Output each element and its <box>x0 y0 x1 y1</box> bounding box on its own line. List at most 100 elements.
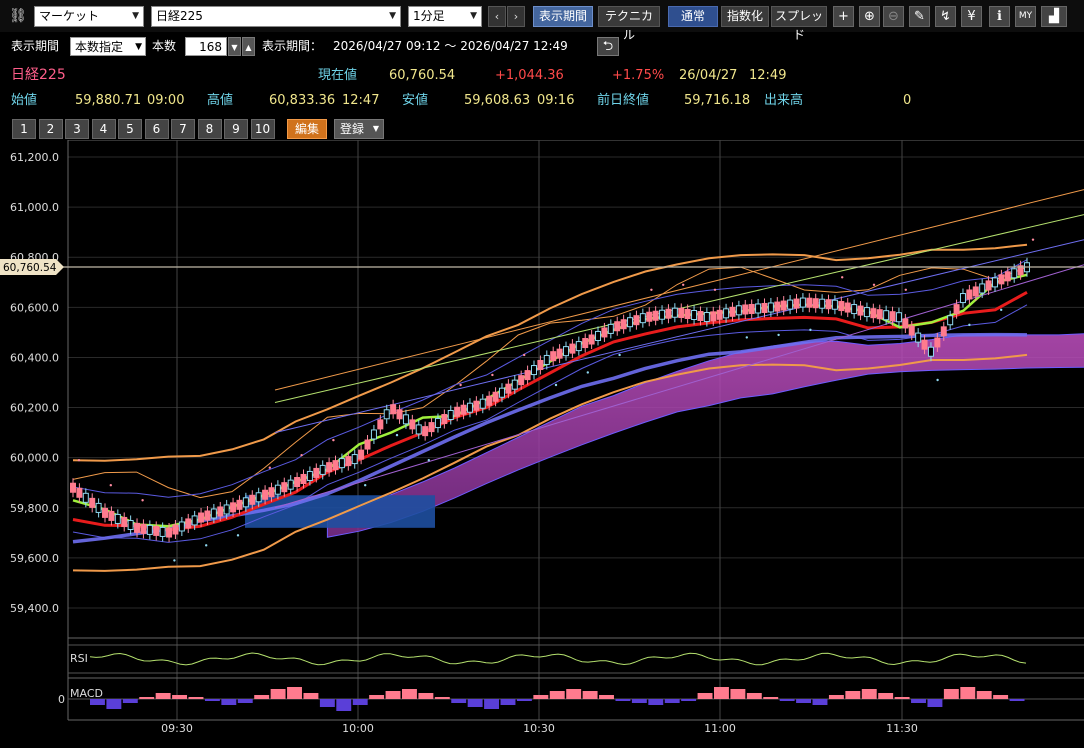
candle-body <box>620 319 627 330</box>
trend-icon[interactable]: ↯ <box>935 6 956 27</box>
candle-body <box>716 309 723 320</box>
next-button[interactable]: › <box>507 6 525 27</box>
candle-body <box>953 304 960 315</box>
candle-body <box>985 280 992 291</box>
area-chart-icon[interactable]: ▟ <box>1041 6 1067 27</box>
candle-body <box>294 477 301 488</box>
candle-body <box>767 302 774 313</box>
link-icon[interactable]: ⛓ <box>9 8 27 24</box>
candle-body <box>434 418 441 429</box>
high-time: 12:47 <box>342 93 380 108</box>
sar-dot <box>459 383 462 387</box>
candle-body <box>895 312 902 323</box>
price-chart[interactable]: 61,200.061,000.060,800.060,600.060,400.0… <box>0 140 1084 748</box>
candle-body <box>1017 265 1024 276</box>
sar-dot <box>586 371 589 374</box>
candle-body <box>908 325 915 336</box>
count-increment-button[interactable]: ▲ <box>242 37 255 56</box>
candle-body <box>556 348 563 359</box>
candle-body <box>729 306 736 317</box>
candle-body <box>601 327 608 338</box>
y-tick-label: 61,200.0 <box>10 151 59 164</box>
period-button[interactable]: 表示期間 <box>533 6 593 27</box>
count-decrement-button[interactable]: ▼ <box>228 37 241 56</box>
candle-body <box>819 298 826 309</box>
zoom-in-icon[interactable]: ⊕ <box>859 6 880 27</box>
macd-bar <box>845 691 861 699</box>
candle-body <box>627 317 634 328</box>
macd-panel: MACD 0 <box>58 677 1084 711</box>
macd-bar <box>418 693 434 699</box>
crosshair-icon[interactable]: + <box>833 6 854 27</box>
chart-tab-2[interactable]: 2 <box>38 119 63 139</box>
prev-close-value: 59,716.18 <box>684 93 751 108</box>
rsi-panel: RSI <box>68 637 1084 674</box>
chart-tab-10[interactable]: 10 <box>250 119 275 139</box>
candle-body <box>492 391 499 402</box>
candle-body <box>588 334 595 345</box>
interval-select[interactable]: 1分足 ▼ <box>408 6 482 27</box>
candle-body <box>242 497 249 508</box>
sar-dot <box>1031 238 1035 241</box>
yen-icon[interactable]: ¥ <box>961 6 982 27</box>
candle-body <box>902 318 909 329</box>
candle-body <box>383 409 390 420</box>
macd-bar <box>664 699 680 703</box>
normal-button[interactable]: 通常 <box>668 6 718 27</box>
chevron-right-icon: › <box>513 10 519 23</box>
chevron-down-icon: ▼ <box>389 11 396 21</box>
candle-body <box>742 304 749 315</box>
prev-button[interactable]: ‹ <box>488 6 506 27</box>
chart-tab-8[interactable]: 8 <box>197 119 222 139</box>
edit-button[interactable]: 編集 <box>287 119 327 139</box>
count-input[interactable]: 168 <box>185 37 227 56</box>
candle-body <box>82 492 89 503</box>
y-tick-label: 59,400.0 <box>10 602 59 615</box>
chart-tab-3[interactable]: 3 <box>65 119 89 139</box>
candle-body <box>223 504 230 515</box>
chart-tab-9[interactable]: 9 <box>224 119 248 139</box>
sar-dot <box>777 333 780 337</box>
zoom-out-icon[interactable]: ⊖ <box>883 6 904 27</box>
chart-tab-5[interactable]: 5 <box>118 119 142 139</box>
y-tick-label: 60,000.0 <box>10 452 59 465</box>
market-select[interactable]: マーケット ▼ <box>34 6 144 27</box>
sar-dot <box>713 288 717 291</box>
change-value: +1,044.36 <box>495 68 564 83</box>
volume-value: 0 <box>903 93 912 108</box>
candle-body <box>422 426 429 437</box>
chart-tab-6[interactable]: 6 <box>144 119 169 139</box>
chart-tab-7[interactable]: 7 <box>171 119 195 139</box>
index-button[interactable]: 指数化 <box>721 6 769 27</box>
symbol-name: 日経225 <box>11 67 66 83</box>
chart-tab-1[interactable]: 1 <box>12 119 36 139</box>
candle-body <box>812 298 819 309</box>
pencil-icon[interactable]: ✎ <box>909 6 930 27</box>
candle-body <box>268 487 275 498</box>
macd-bar <box>287 687 302 699</box>
my-chart-icon[interactable]: MY <box>1015 6 1036 27</box>
candle-body <box>755 303 762 314</box>
macd-bar <box>615 699 631 701</box>
mode-select[interactable]: 本数指定 ▼ <box>70 37 146 56</box>
candle-body <box>159 526 166 537</box>
spread-button[interactable]: スプレッド <box>771 6 827 42</box>
candle-body <box>831 299 838 310</box>
macd-bar <box>270 689 286 699</box>
current-price-tag: 60,760.54 <box>0 259 1084 275</box>
candle-body <box>582 338 589 349</box>
register-button[interactable]: 登録 ▼ <box>334 119 384 139</box>
candle-body <box>255 492 262 503</box>
macd-bar <box>352 699 368 705</box>
macd-bar <box>746 693 762 699</box>
chart-tab-4[interactable]: 4 <box>91 119 116 139</box>
candle-body <box>710 311 717 322</box>
candle-body <box>217 506 224 517</box>
reset-period-button[interactable]: ⮌ <box>597 37 619 56</box>
info-icon[interactable]: ℹ <box>989 6 1010 27</box>
macd-bar <box>221 699 237 705</box>
symbol-select[interactable]: 日経225 ▼ <box>151 6 401 27</box>
candle-body <box>198 512 205 523</box>
technical-button[interactable]: テクニカル <box>598 6 660 42</box>
sar-dot <box>904 288 907 291</box>
